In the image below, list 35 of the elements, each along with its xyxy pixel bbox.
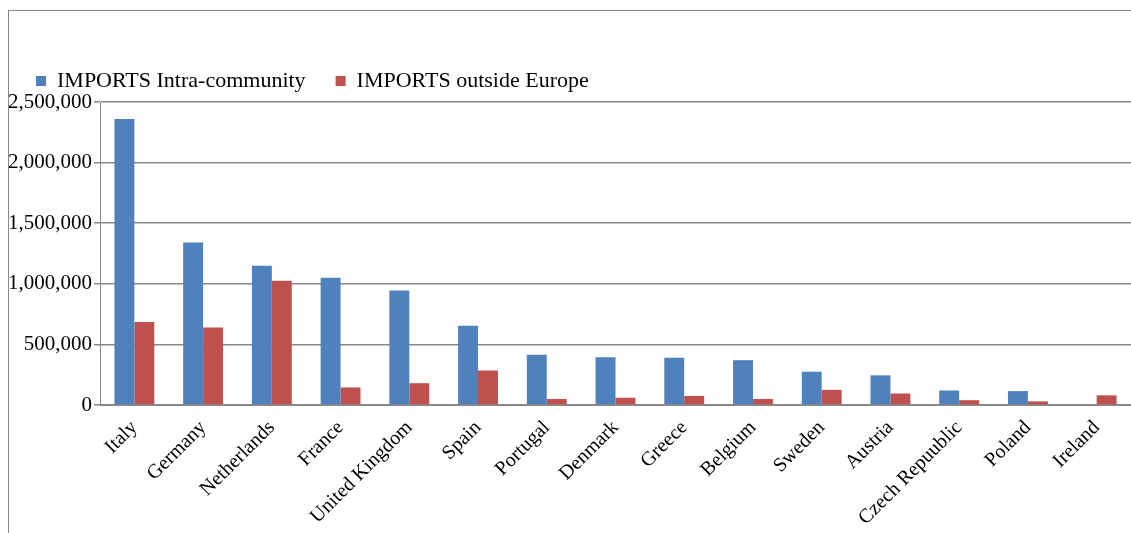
bar <box>939 390 960 405</box>
bar <box>478 370 498 405</box>
bar <box>183 242 204 405</box>
bar <box>801 371 822 405</box>
bar <box>752 398 773 405</box>
bar <box>340 387 361 405</box>
bar <box>458 325 479 405</box>
bar <box>890 393 911 405</box>
bar <box>203 327 224 405</box>
x-tick-label: Italy <box>99 415 142 458</box>
bar <box>546 398 567 405</box>
bar <box>1027 401 1048 405</box>
bar <box>733 360 753 405</box>
bar <box>684 395 705 405</box>
bar <box>664 357 685 405</box>
bar <box>959 400 980 405</box>
bar <box>389 290 410 405</box>
bar <box>271 280 292 405</box>
legend-label: IMPORTS outside Europe <box>356 66 589 92</box>
bar <box>251 265 272 405</box>
bar <box>870 375 891 405</box>
bar <box>595 357 616 405</box>
y-tick-label: 1,000,000 <box>8 270 92 295</box>
bar <box>114 118 135 405</box>
bar <box>821 389 842 405</box>
bar <box>320 277 341 405</box>
bar <box>1096 395 1117 405</box>
y-tick-label: 0 <box>81 391 92 416</box>
y-tick-label: 500,000 <box>23 330 92 355</box>
bar <box>526 354 547 405</box>
y-tick-label: 2,000,000 <box>8 149 92 174</box>
bar <box>134 322 155 405</box>
bar <box>409 383 430 405</box>
bar <box>1007 391 1028 405</box>
y-tick-label: 1,500,000 <box>8 209 92 234</box>
